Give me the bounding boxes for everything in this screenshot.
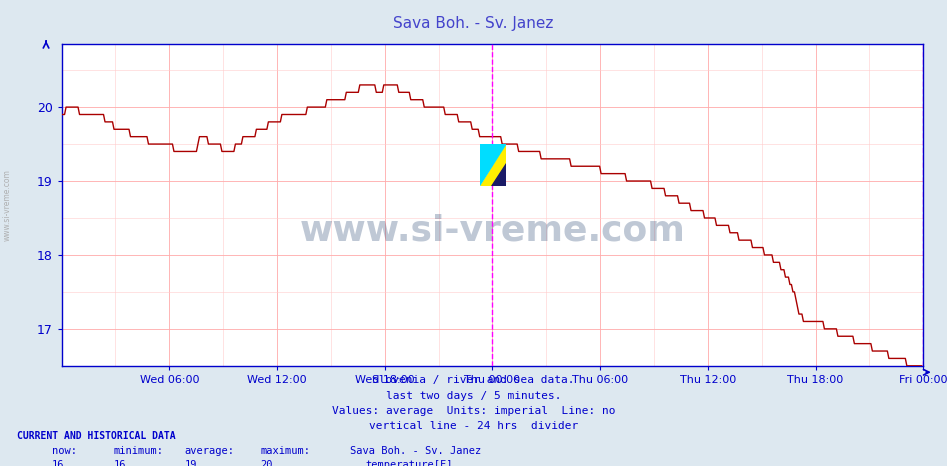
Text: now:: now: [52, 446, 77, 456]
Text: www.si-vreme.com: www.si-vreme.com [299, 214, 686, 248]
Text: last two days / 5 minutes.: last two days / 5 minutes. [385, 391, 562, 400]
Text: 19: 19 [185, 460, 197, 466]
Text: Sava Boh. - Sv. Janez: Sava Boh. - Sv. Janez [393, 16, 554, 31]
Text: maximum:: maximum: [260, 446, 311, 456]
Text: CURRENT AND HISTORICAL DATA: CURRENT AND HISTORICAL DATA [17, 431, 176, 441]
Text: temperature[F]: temperature[F] [366, 460, 453, 466]
Text: Slovenia / river and sea data.: Slovenia / river and sea data. [372, 375, 575, 385]
Text: 20: 20 [260, 460, 273, 466]
Text: vertical line - 24 hrs  divider: vertical line - 24 hrs divider [369, 421, 578, 431]
Text: minimum:: minimum: [114, 446, 164, 456]
Text: Sava Boh. - Sv. Janez: Sava Boh. - Sv. Janez [350, 446, 482, 456]
Polygon shape [491, 163, 506, 186]
Text: 16: 16 [114, 460, 126, 466]
Text: average:: average: [185, 446, 235, 456]
Text: www.si-vreme.com: www.si-vreme.com [3, 169, 12, 241]
Polygon shape [479, 144, 506, 186]
Polygon shape [479, 144, 506, 186]
Text: Values: average  Units: imperial  Line: no: Values: average Units: imperial Line: no [331, 406, 616, 416]
Text: 16: 16 [52, 460, 64, 466]
